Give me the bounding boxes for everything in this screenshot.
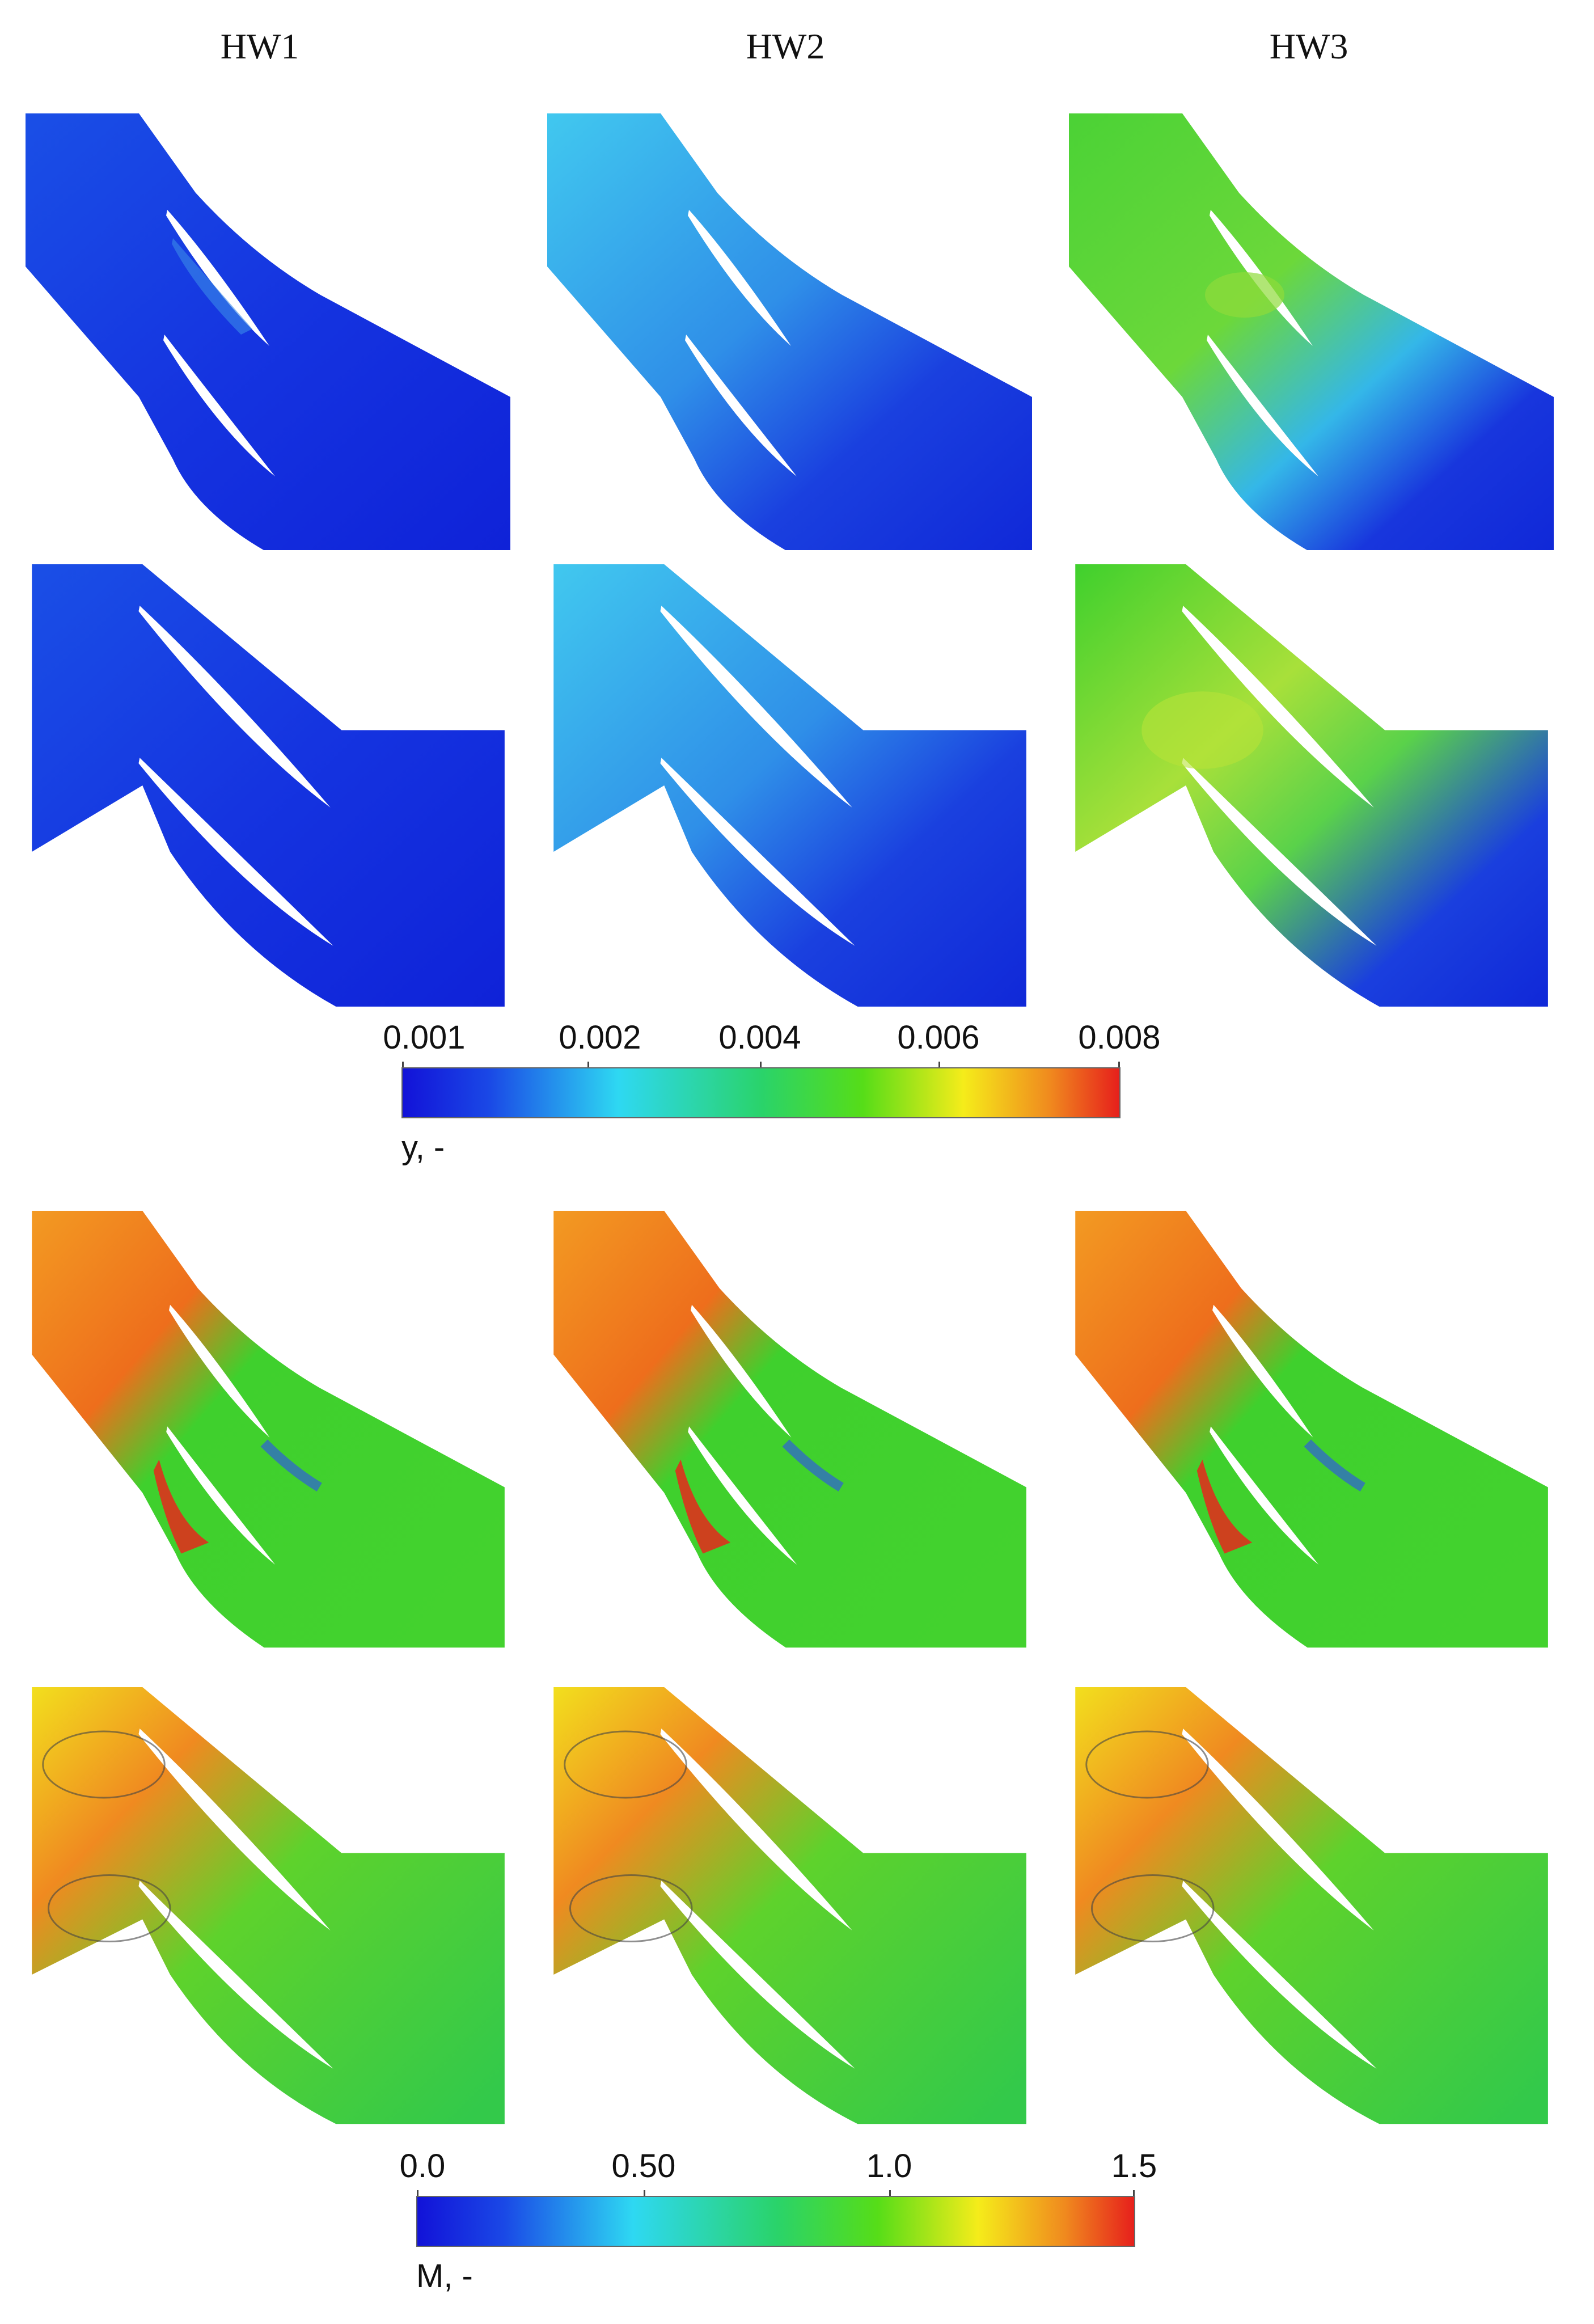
column-title-hw2: HW2 xyxy=(746,26,825,66)
panel-y-hw1-row2 xyxy=(26,564,536,1007)
colorbar-m-tick-1: 0.50 xyxy=(611,2148,676,2184)
colorbar-m-tick-3: 1.5 xyxy=(1111,2148,1157,2184)
panel-m-hw3-row4 xyxy=(1069,1687,1579,2129)
panel-m-hw1-row4 xyxy=(26,1687,536,2129)
column-title-hw1: HW1 xyxy=(220,26,299,66)
colorbar-y-tick-2: 0.004 xyxy=(718,1019,801,1056)
colorbar-m-label: M, - xyxy=(416,2258,473,2295)
colorbar-y-tick-1: 0.002 xyxy=(559,1019,641,1056)
panel-y-hw1-row1 xyxy=(26,113,536,556)
colorbar-m-tick-2: 1.0 xyxy=(866,2148,912,2184)
panel-y-hw2-row2 xyxy=(547,564,1058,1007)
colorbar-y-tick-3: 0.006 xyxy=(897,1019,980,1056)
colorbar-y-gradient xyxy=(401,1067,1121,1118)
panel-m-hw3-row3 xyxy=(1069,1211,1579,1653)
colorbar-m-tick-0: 0.0 xyxy=(399,2148,446,2184)
colorbar-m: 0.0 0.50 1.0 1.5 M, - xyxy=(0,2144,1594,2319)
column-title-hw3: HW3 xyxy=(1269,26,1348,66)
colorbar-y: 0.001 0.002 0.004 0.006 0.008 y, - xyxy=(0,1015,1594,1185)
panel-y-hw3-row2 xyxy=(1069,564,1579,1007)
colorbar-m-gradient xyxy=(416,2196,1135,2247)
panel-m-hw2-row3 xyxy=(547,1211,1058,1653)
colorbar-y-tick-4: 0.008 xyxy=(1078,1019,1161,1056)
colorbar-y-label: y, - xyxy=(401,1129,445,1166)
panel-m-hw1-row3 xyxy=(26,1211,536,1653)
panel-m-hw2-row4 xyxy=(547,1687,1058,2129)
panel-y-hw3-row1 xyxy=(1069,113,1579,556)
panel-y-hw2-row1 xyxy=(547,113,1058,556)
colorbar-y-tick-0: 0.001 xyxy=(383,1019,466,1056)
